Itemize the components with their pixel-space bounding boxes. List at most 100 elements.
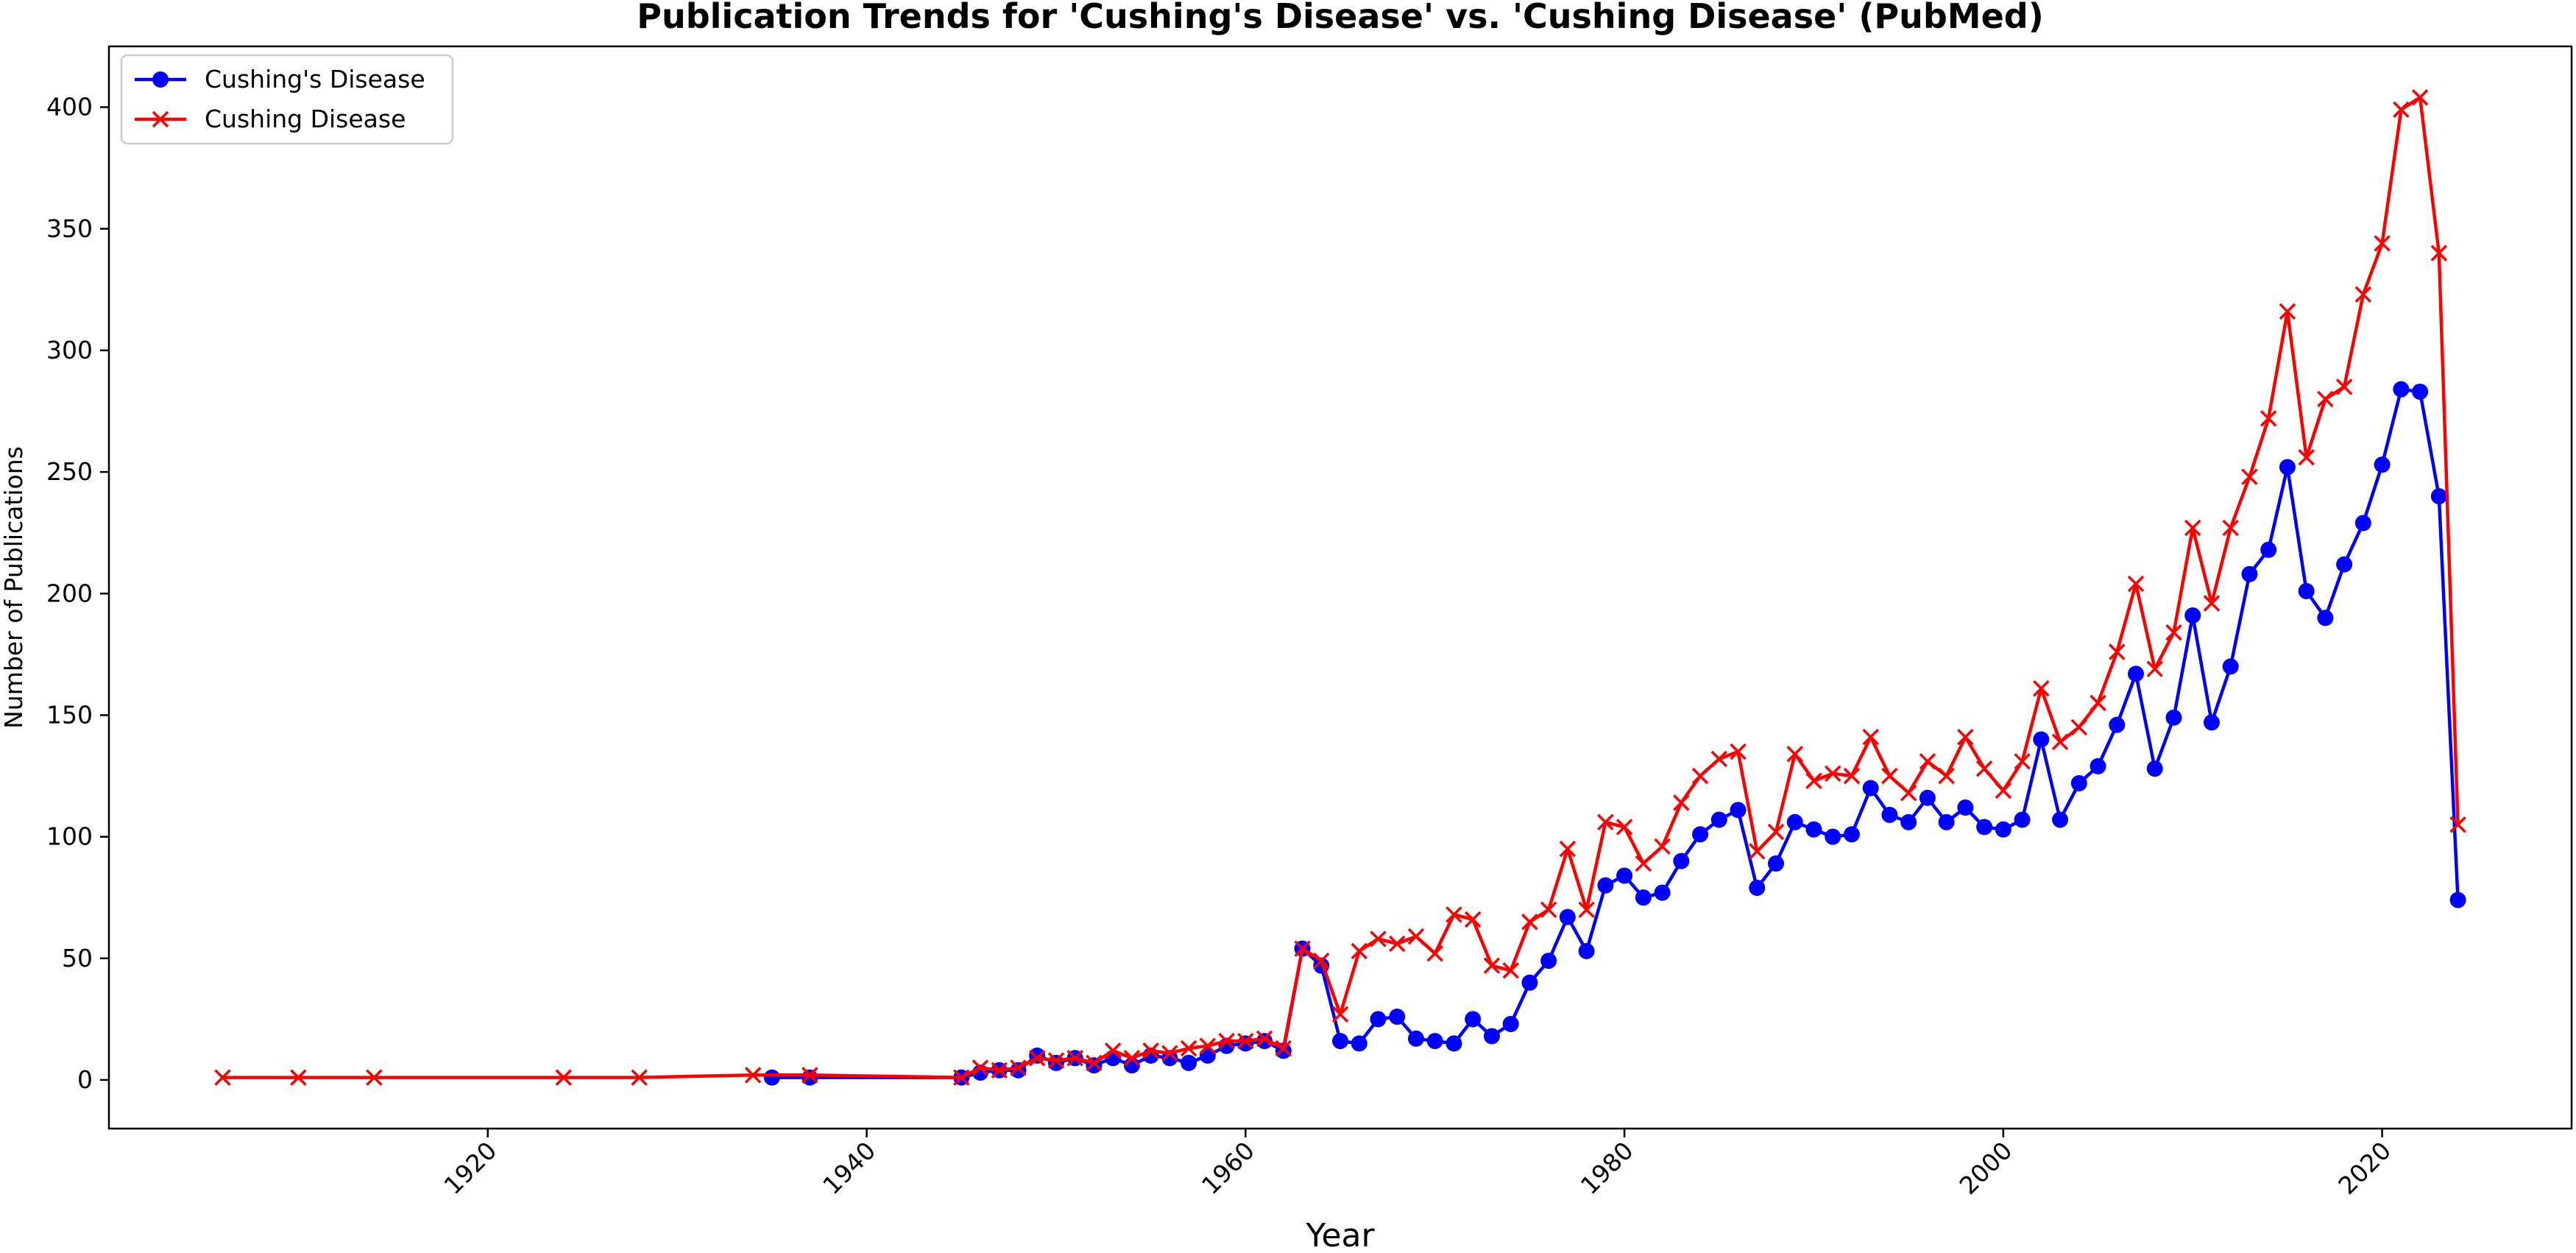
data-point bbox=[1351, 1035, 1367, 1052]
data-point bbox=[1578, 901, 1595, 918]
data-point bbox=[1407, 1030, 1424, 1047]
data-point bbox=[2298, 449, 2315, 466]
data-point bbox=[366, 1069, 383, 1086]
data-point bbox=[1862, 728, 1879, 746]
plot-area-frame bbox=[107, 45, 2573, 1130]
data-point bbox=[1919, 789, 1936, 806]
data-point bbox=[1407, 928, 1425, 945]
data-point bbox=[1332, 1033, 1348, 1050]
data-point bbox=[1559, 908, 1576, 925]
data-point bbox=[1218, 1032, 1235, 1050]
data-point bbox=[1256, 1033, 1273, 1050]
data-point bbox=[214, 1069, 231, 1086]
data-point bbox=[1976, 819, 1993, 836]
data-point bbox=[1616, 819, 1633, 836]
data-point bbox=[1597, 813, 1614, 831]
x-axis: 1920 1940 1960 1980 2000 2020 bbox=[438, 1129, 2396, 1200]
data-point bbox=[2298, 582, 2315, 599]
data-point bbox=[1313, 952, 1330, 970]
data-point bbox=[1370, 931, 1387, 947]
data-point bbox=[2374, 235, 2391, 252]
legend-label: Cushing Disease bbox=[205, 105, 406, 133]
data-point bbox=[1843, 767, 1861, 785]
data-point bbox=[1862, 780, 1879, 797]
series-line bbox=[771, 387, 2460, 1079]
data-point bbox=[1199, 1037, 1217, 1054]
data-point bbox=[1881, 767, 1898, 785]
data-point bbox=[2127, 575, 2145, 593]
data-point bbox=[1654, 884, 1671, 901]
x-tick-label: 1960 bbox=[1196, 1136, 1260, 1200]
data-point bbox=[1635, 889, 1652, 906]
data-point bbox=[1710, 811, 1727, 828]
data-point bbox=[1749, 879, 1766, 896]
data-point bbox=[2014, 811, 2031, 828]
y-tick-label: 150 bbox=[46, 700, 93, 729]
data-point bbox=[1938, 813, 1955, 830]
data-point bbox=[1957, 799, 1974, 816]
y-tick-label: 250 bbox=[46, 457, 93, 486]
data-point bbox=[1767, 855, 1784, 872]
data-point bbox=[952, 1069, 970, 1086]
data-point bbox=[1825, 828, 1841, 845]
data-point bbox=[1388, 935, 1406, 953]
series-line bbox=[222, 96, 2460, 1079]
data-point bbox=[1047, 1052, 1065, 1069]
data-point bbox=[1123, 1049, 1141, 1067]
data-point bbox=[1161, 1045, 1178, 1062]
legend-marker bbox=[152, 71, 169, 88]
data-point bbox=[2317, 390, 2334, 408]
data-point bbox=[2317, 610, 2334, 626]
legend-item: Cushing Disease bbox=[135, 105, 406, 133]
data-point bbox=[2203, 595, 2221, 612]
legend-marker bbox=[152, 110, 169, 128]
y-tick-label: 0 bbox=[77, 1065, 93, 1094]
data-point bbox=[1426, 1033, 1443, 1050]
data-point bbox=[1786, 746, 1803, 763]
data-point bbox=[1294, 940, 1311, 957]
x-tick-label: 2020 bbox=[2332, 1136, 2396, 1200]
data-point bbox=[2070, 774, 2087, 791]
data-point bbox=[1749, 843, 1766, 860]
data-point bbox=[1351, 942, 1367, 960]
data-point bbox=[2033, 680, 2050, 697]
data-point bbox=[1805, 772, 1822, 789]
data-point bbox=[1181, 1054, 1197, 1071]
legend-label: Cushing's Disease bbox=[205, 65, 425, 93]
data-point bbox=[1654, 838, 1671, 855]
data-point bbox=[1275, 1040, 1292, 1057]
data-point bbox=[1104, 1042, 1122, 1059]
data-point bbox=[2146, 660, 2163, 677]
data-point bbox=[1938, 767, 1955, 785]
series-layer bbox=[214, 89, 2466, 1086]
data-point bbox=[1710, 750, 1728, 768]
data-point bbox=[2051, 733, 2069, 751]
data-point bbox=[290, 1069, 307, 1086]
data-point bbox=[2109, 643, 2126, 660]
data-point bbox=[1464, 911, 1482, 928]
data-point bbox=[1730, 743, 1747, 760]
data-point bbox=[1028, 1049, 1046, 1067]
y-tick-label: 50 bbox=[62, 944, 93, 973]
data-point bbox=[1824, 765, 1841, 782]
data-point bbox=[2354, 515, 2371, 532]
y-axis-label: Number of Publications bbox=[0, 446, 28, 729]
data-point bbox=[2279, 303, 2296, 320]
x-tick-label: 1980 bbox=[1575, 1136, 1639, 1200]
data-point bbox=[1692, 826, 1709, 843]
data-point bbox=[2336, 556, 2353, 573]
data-point bbox=[2184, 607, 2201, 624]
data-point bbox=[1086, 1054, 1103, 1072]
data-point bbox=[1786, 813, 1803, 830]
data-point bbox=[1673, 853, 1690, 869]
data-point bbox=[2165, 624, 2182, 641]
data-point bbox=[2109, 716, 2126, 733]
data-point bbox=[1919, 752, 1936, 770]
data-point bbox=[2412, 384, 2429, 400]
data-point bbox=[1995, 782, 2012, 800]
y-tick-label: 100 bbox=[46, 822, 93, 851]
data-point bbox=[1843, 826, 1860, 843]
data-point bbox=[2165, 709, 2182, 726]
data-point bbox=[2222, 658, 2239, 675]
legend: Cushing's Disease Cushing Disease bbox=[120, 54, 454, 145]
